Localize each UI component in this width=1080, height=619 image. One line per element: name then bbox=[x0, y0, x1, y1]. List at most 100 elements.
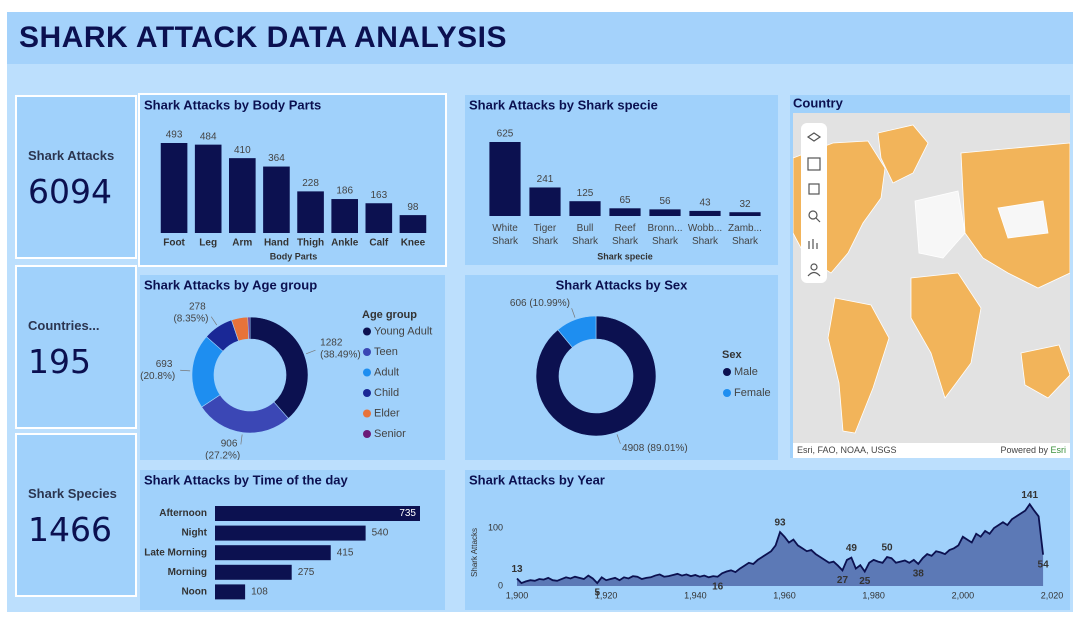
bar bbox=[194, 144, 222, 233]
data-label: 125 bbox=[577, 188, 594, 199]
legend-label: Female bbox=[734, 387, 771, 399]
legend-marker bbox=[363, 389, 371, 397]
data-label: 27 bbox=[837, 575, 849, 586]
chart: Shark Attacks by Age group 1282 (38.49%) Y… bbox=[140, 277, 432, 460]
chart-title: Shark Attacks by Shark specie bbox=[469, 97, 658, 112]
x-tick-label: Thigh bbox=[297, 238, 324, 249]
kpi-label: Shark Species bbox=[28, 486, 117, 501]
data-label: 56 bbox=[659, 196, 671, 207]
x-tick-label: 1,900 bbox=[506, 590, 529, 600]
chart: Shark Attacks by Body Parts 493 Foot 484 Leg… bbox=[144, 97, 427, 261]
powered-by: Powered by bbox=[1000, 445, 1048, 455]
bar bbox=[365, 203, 393, 233]
y-tick-label: Night bbox=[181, 528, 207, 539]
legend-label: Young Adult bbox=[374, 325, 432, 337]
bar bbox=[215, 584, 246, 600]
map-powered: Powered by Esri bbox=[1000, 445, 1066, 455]
bar bbox=[609, 208, 641, 216]
x-tick-label: 1,960 bbox=[773, 590, 796, 600]
esri-link[interactable]: Esri bbox=[1050, 445, 1067, 455]
x-axis-title: Body Parts bbox=[270, 251, 318, 261]
data-label: 364 bbox=[268, 153, 285, 164]
bar bbox=[215, 545, 331, 561]
chart-panel: Shark Attacks by Time of the day Afternoo… bbox=[140, 470, 445, 610]
kpi-value: 1466 bbox=[28, 510, 112, 549]
data-label: 493 bbox=[166, 130, 183, 141]
x-tick-label: White Shark bbox=[491, 223, 519, 247]
x-tick-label: Arm bbox=[232, 238, 252, 249]
kpi-label: Shark Attacks bbox=[28, 148, 115, 163]
data-label: 13 bbox=[511, 564, 523, 575]
x-tick-label: Calf bbox=[369, 238, 389, 249]
legend-marker bbox=[363, 327, 371, 336]
data-label: 275 bbox=[298, 567, 315, 578]
data-label: 5 bbox=[594, 588, 600, 599]
data-label: 606 (10.99%) bbox=[510, 298, 570, 309]
bar bbox=[297, 191, 324, 233]
data-label: 108 bbox=[251, 587, 268, 598]
data-label: 186 bbox=[336, 186, 353, 197]
donut-slice bbox=[535, 315, 657, 437]
data-label: 4908 (89.01%) bbox=[622, 443, 688, 454]
data-label: 141 bbox=[1021, 490, 1038, 501]
chart-panel: Shark Attacks by Shark specie 625 241 125 65… bbox=[465, 95, 778, 265]
chart-panel: Shark Attacks by Body Parts 493 Foot 484 Leg… bbox=[138, 93, 447, 267]
map[interactable]: Esri, FAO, NOAA, USGS Powered by Esri bbox=[793, 113, 1070, 458]
donut-slice bbox=[557, 315, 597, 348]
chart-title: Shark Attacks by Age group bbox=[144, 277, 317, 292]
kpi-value: 195 bbox=[28, 342, 91, 381]
leader-line bbox=[571, 308, 576, 318]
x-tick-label: Zamb... Shark bbox=[728, 223, 762, 247]
bar bbox=[529, 187, 561, 216]
chart-title: Shark Attacks by Year bbox=[469, 472, 605, 487]
chart-panel: Shark Attacks by Sex 4908 (89.01%) Male 606… bbox=[465, 275, 778, 460]
legend-title: Age group bbox=[362, 309, 417, 321]
x-tick-label: 2,000 bbox=[952, 590, 975, 600]
data-label: 693 (20.8%) bbox=[140, 359, 175, 382]
map-title-bar: Country bbox=[793, 95, 844, 110]
x-tick-label: Foot bbox=[163, 238, 185, 249]
bar bbox=[215, 564, 292, 580]
map-toolbar[interactable] bbox=[801, 123, 827, 283]
leader-line bbox=[616, 434, 621, 444]
leader-line bbox=[180, 369, 191, 372]
legend-marker bbox=[723, 389, 731, 397]
x-tick-label: Bull Shark bbox=[571, 223, 599, 247]
x-tick-label: Reef Shark bbox=[611, 223, 639, 247]
area-fill bbox=[517, 504, 1044, 586]
x-tick-label: Tiger Shark bbox=[531, 223, 559, 247]
kpi-card: Shark Species 1466 bbox=[15, 433, 137, 597]
label-part: 1282 bbox=[320, 337, 345, 348]
label-part: 906 bbox=[221, 438, 240, 449]
bar bbox=[229, 158, 256, 233]
map-attribution: Esri, FAO, NOAA, USGS bbox=[797, 445, 897, 455]
label-part: (20.8%) bbox=[140, 371, 175, 382]
x-tick-label: Hand bbox=[264, 238, 289, 249]
bar bbox=[160, 143, 188, 233]
legend-label: Adult bbox=[374, 366, 399, 378]
page-title: SHARK ATTACK DATA ANALYSIS bbox=[19, 21, 507, 54]
x-tick-label: 2,020 bbox=[1041, 590, 1064, 600]
label-part: 693 bbox=[156, 359, 175, 370]
x-tick-label: 1,940 bbox=[684, 590, 707, 600]
chart: Shark Attacks by Shark specie 625 241 125 65… bbox=[469, 97, 761, 261]
chart-title: Shark Attacks by Sex bbox=[556, 277, 689, 292]
data-label: 163 bbox=[370, 190, 387, 201]
legend-label: Elder bbox=[374, 407, 400, 419]
bar bbox=[689, 210, 721, 216]
y-axis-title: Shark Attacks bbox=[470, 528, 479, 577]
y-tick-label: Noon bbox=[181, 587, 207, 598]
data-label: 49 bbox=[846, 543, 858, 554]
map-canvas bbox=[793, 123, 1070, 434]
y-tick-label: 100 bbox=[488, 522, 503, 532]
toolbar-icons bbox=[806, 132, 822, 277]
data-label: 16 bbox=[712, 581, 724, 592]
legend-marker bbox=[363, 368, 371, 377]
bar bbox=[263, 166, 290, 233]
label-part: (27.2%) bbox=[205, 450, 240, 460]
chart-panel: Shark Attacks by Year 1,900 1,920 1,940 1,96… bbox=[465, 470, 1070, 610]
bar bbox=[215, 506, 420, 521]
data-label: 50 bbox=[881, 543, 893, 554]
label-part: (38.49%) bbox=[320, 349, 361, 360]
line bbox=[516, 502, 1044, 585]
